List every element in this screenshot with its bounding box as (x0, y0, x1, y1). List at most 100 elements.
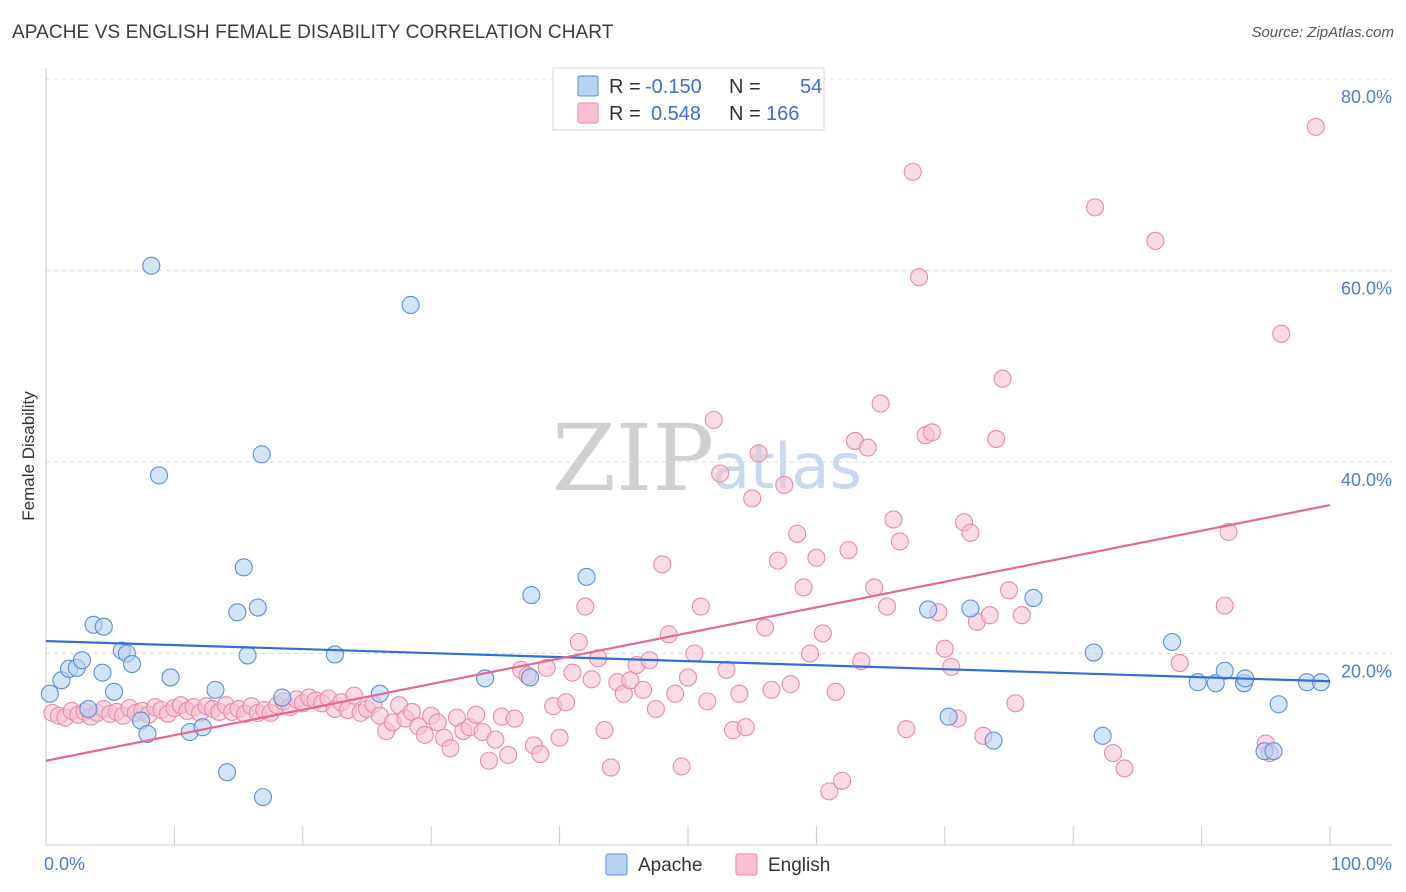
english-point-115 (781, 675, 800, 694)
apache-point-43 (1163, 632, 1182, 652)
apache-point-19 (193, 718, 212, 737)
apache-point-29 (325, 645, 344, 664)
english-point-111 (755, 618, 775, 637)
apache-point-28 (273, 688, 292, 707)
english-point-58 (415, 725, 434, 744)
english-point-140 (942, 657, 961, 676)
apache-point-12 (122, 654, 142, 674)
legend-english-n-label: N = (729, 103, 761, 125)
legend-english-swatch (577, 102, 599, 124)
apache-point-34 (522, 586, 541, 605)
english-point-162 (1306, 117, 1325, 136)
english-point-114 (775, 475, 794, 495)
bottom-legend-english-swatch (735, 853, 758, 876)
apache-point-40 (1024, 588, 1043, 608)
english-point-132 (890, 532, 909, 551)
english-point-101 (691, 597, 710, 616)
legend-apache-n-value: 54 (800, 76, 822, 98)
english-point-128 (865, 578, 884, 597)
apache-point-4 (72, 651, 92, 670)
english-point-131 (884, 510, 903, 529)
apache-point-20 (206, 680, 225, 699)
trend-lines (45, 504, 1331, 762)
apache-point-31 (401, 295, 420, 315)
apache-point-15 (142, 256, 161, 275)
english-point-107 (730, 684, 749, 703)
apache-point-47 (1215, 661, 1234, 680)
y-tick-labels: 20.0% 40.0% 60.0% 80.0% (1341, 87, 1392, 682)
x-tick-label-min: 0.0% (44, 854, 85, 874)
english-point-149 (999, 581, 1019, 600)
apache-point-5 (79, 699, 98, 719)
english-point-151 (1012, 606, 1031, 625)
bottom-legend-english-label: English (768, 855, 830, 876)
english-point-79 (550, 728, 569, 747)
english-point-105 (717, 660, 736, 679)
legend-apache-r-label: R = (609, 76, 641, 98)
english-point-84 (582, 670, 601, 689)
apache-point-50 (1264, 742, 1283, 761)
english-point-92 (634, 680, 653, 699)
english-point-118 (800, 644, 820, 663)
english-point-60 (428, 713, 447, 732)
english-point-100 (685, 644, 704, 663)
english-point-96 (659, 625, 678, 644)
english-point-119 (807, 548, 826, 567)
apache-point-33 (521, 668, 540, 687)
english-point-99 (678, 668, 698, 687)
english-point-135 (910, 268, 929, 287)
y-tick-label-80: 80.0% (1341, 87, 1392, 107)
apache-point-38 (961, 599, 980, 618)
apache-point-9 (105, 682, 124, 701)
apache-trend-line (45, 639, 1331, 683)
english-point-102 (698, 692, 717, 711)
english-point-134 (903, 162, 922, 181)
english-point-66 (467, 705, 486, 724)
english-point-62 (441, 739, 460, 758)
english-point-152 (1085, 198, 1105, 217)
english-trend-line (45, 504, 1331, 762)
apache-point-27 (253, 788, 273, 807)
english-point-147 (987, 429, 1006, 449)
legend-apache-r-value: -0.150 (645, 76, 702, 98)
apache-point-35 (577, 567, 596, 586)
y-axis-label: Female Disability (19, 391, 38, 521)
english-point-97 (666, 684, 685, 703)
english-point-98 (672, 757, 691, 776)
english-point-77 (537, 658, 556, 677)
english-point-157 (1215, 596, 1234, 615)
correlation-legend: R = -0.150 N = 54 R = 0.548 N = 166 (552, 67, 825, 131)
english-point-123 (833, 771, 852, 790)
apache-point-14 (138, 724, 157, 743)
english-point-87 (601, 758, 621, 777)
english-point-156 (1170, 654, 1189, 673)
english-point-143 (961, 523, 980, 542)
english-point-148 (993, 369, 1012, 388)
apache-point-22 (228, 603, 247, 622)
bottom-legend-apache-label: Apache (638, 855, 702, 876)
english-point-108 (736, 718, 755, 737)
english-point-104 (711, 464, 730, 483)
apache-point-36 (919, 600, 938, 619)
legend-apache-n-label: N = (729, 76, 761, 98)
english-point-83 (576, 597, 595, 616)
english-point-113 (768, 551, 787, 570)
english-point-150 (1006, 694, 1025, 713)
english-point-130 (877, 597, 897, 616)
english-point-161 (1272, 324, 1291, 343)
english-point-95 (653, 555, 672, 574)
english-point-86 (595, 721, 614, 740)
apache-point-25 (248, 598, 267, 617)
chart-title: APACHE VS ENGLISH FEMALE DISABILITY CORR… (12, 22, 614, 43)
x-axis-ticks (173, 826, 1331, 845)
english-point-117 (794, 578, 813, 597)
english-point-146 (980, 606, 999, 625)
apache-point-0 (40, 684, 59, 703)
english-point-139 (935, 639, 954, 658)
english-point-153 (1103, 744, 1123, 763)
english-point-129 (871, 394, 890, 413)
english-point-76 (531, 744, 550, 764)
bottom-legend-apache-swatch (605, 853, 628, 876)
english-point-120 (813, 624, 832, 643)
